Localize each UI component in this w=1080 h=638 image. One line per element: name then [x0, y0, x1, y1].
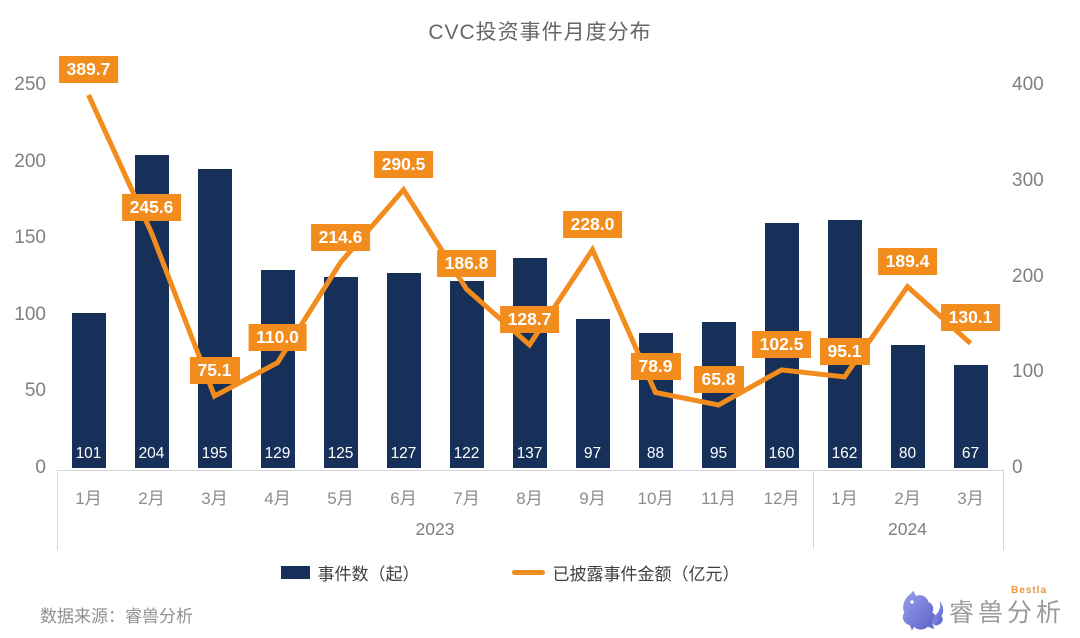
line-point-label: 65.8: [693, 365, 744, 393]
month-label: 2月: [138, 489, 165, 508]
line-point-label: 214.6: [310, 223, 371, 251]
bar-value-label: 195: [201, 445, 228, 462]
legend: 事件数（起） 已披露事件金额（亿元）: [0, 559, 1020, 585]
bar-swatch-icon: [280, 565, 310, 579]
month-label: 2月: [894, 489, 921, 508]
bar-value-label: 129: [264, 445, 291, 462]
month-label: 4月: [264, 489, 291, 508]
right-axis-tick: 300: [1012, 169, 1044, 191]
line-point-label: 75.1: [189, 357, 240, 385]
bar-value-label: 101: [75, 445, 102, 462]
bar-value-label: 125: [327, 445, 354, 462]
line-swatch-icon: [511, 569, 545, 575]
line-point-label: 389.7: [58, 55, 119, 83]
bar-value-label: 67: [961, 445, 980, 462]
legend-item-events: 事件数（起）: [280, 560, 420, 585]
bar-value-label: 162: [831, 445, 858, 462]
legend-label-amount: 已披露事件金额（亿元）: [552, 564, 740, 584]
left-axis-tick: 200: [14, 150, 46, 172]
legend-item-amount: 已披露事件金额（亿元）: [511, 560, 740, 585]
bar-value-label: 204: [138, 445, 165, 462]
bar: [197, 169, 232, 468]
month-label: 7月: [453, 489, 480, 508]
left-axis-tick: 100: [14, 303, 46, 325]
month-label: 9月: [579, 489, 606, 508]
bar: [512, 258, 547, 468]
bar-value-label: 88: [646, 445, 665, 462]
line-point-label: 186.8: [436, 250, 497, 278]
month-label: 1月: [75, 489, 102, 508]
line-point-label: 290.5: [373, 150, 434, 178]
right-axis-tick: 200: [1012, 265, 1044, 287]
brand-logo: 睿兽分析 Bestla: [893, 585, 1078, 635]
month-label: 11月: [701, 489, 736, 508]
month-label: 12月: [763, 489, 800, 508]
bar-value-label: 122: [453, 445, 480, 462]
year-label: 2024: [888, 519, 927, 539]
legend-label-events: 事件数（起）: [317, 564, 420, 584]
right-axis-tick: 100: [1012, 361, 1044, 383]
bar-value-label: 127: [390, 445, 417, 462]
month-label: 1月: [831, 489, 858, 508]
line-point-label: 228.0: [562, 210, 623, 238]
month-label: 5月: [327, 489, 354, 508]
year-label: 2023: [415, 519, 455, 539]
left-axis-tick: 150: [14, 227, 46, 249]
line-point-label: 189.4: [877, 247, 938, 275]
month-label: 6月: [390, 489, 417, 508]
bar-value-label: 160: [768, 445, 795, 462]
x-axis-band: [57, 470, 1004, 550]
month-label: 3月: [957, 489, 984, 508]
bar-value-label: 97: [583, 445, 602, 462]
beast-icon: [902, 590, 944, 631]
line-point-label: 245.6: [121, 193, 182, 221]
line-point-label: 128.7: [499, 305, 560, 333]
bar: [386, 273, 421, 468]
left-axis-tick: 50: [24, 380, 46, 402]
source-note: 数据来源：睿兽分析: [40, 607, 193, 626]
left-axis-tick: 0: [35, 457, 46, 478]
line-point-label: 95.1: [819, 337, 870, 365]
bar-value-label: 80: [898, 445, 917, 462]
year-divider: [813, 470, 814, 549]
logo-text: 睿兽分析: [949, 599, 1066, 627]
bar: [449, 281, 484, 468]
month-label: 3月: [201, 489, 228, 508]
page-title: CVC投资事件月度分布: [428, 21, 652, 44]
line-point-label: 78.9: [630, 353, 681, 381]
line-point-label: 110.0: [248, 323, 307, 351]
left-axis-tick: 250: [14, 74, 46, 95]
line-point-label: 130.1: [940, 304, 1001, 332]
right-axis-tick: 400: [1012, 74, 1044, 95]
logo-subtext: Bestla: [1011, 585, 1048, 596]
bar-value-label: 95: [709, 445, 728, 462]
bar: [323, 276, 358, 468]
line-point-label: 102.5: [751, 330, 812, 358]
bar: [260, 270, 295, 468]
bar-value-label: 137: [516, 445, 543, 462]
month-label: 10月: [637, 489, 674, 508]
month-label: 8月: [516, 489, 543, 508]
right-axis-tick: 0: [1012, 457, 1023, 478]
